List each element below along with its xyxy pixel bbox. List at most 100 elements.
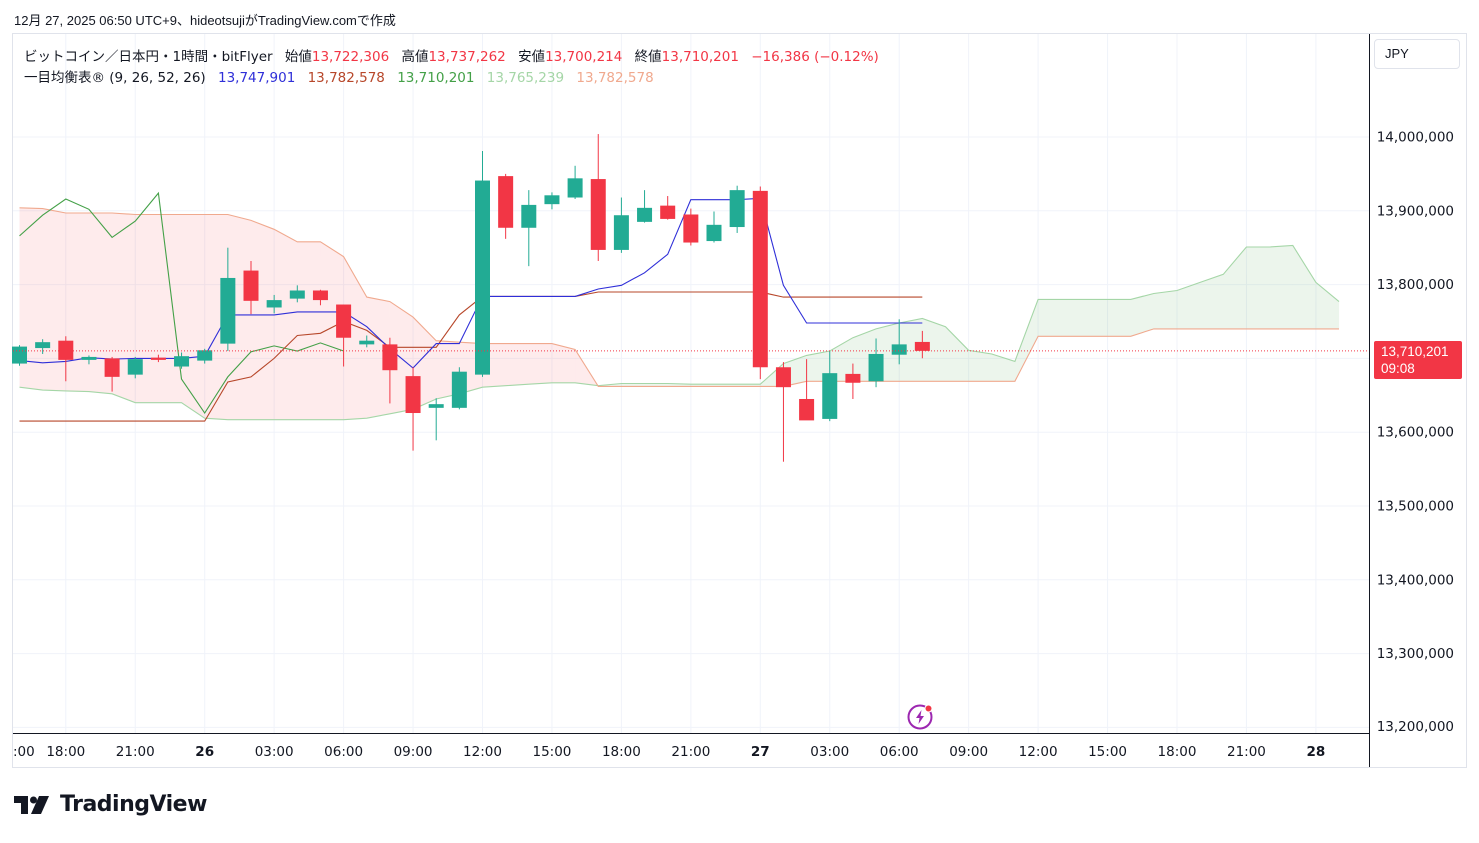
- cloud-segment: [227, 214, 251, 420]
- candle-body: [58, 340, 74, 360]
- chart-frame[interactable]: [12, 33, 1467, 768]
- cloud-segment: [505, 343, 529, 386]
- x-axis-labels: :00 18:00 21:00 26 03:00 06:00 09:00 12:00 15:00…: [13, 744, 1325, 760]
- candle-body: [868, 353, 884, 382]
- candle: [752, 186, 768, 380]
- tradingview-logo-icon: [14, 795, 49, 814]
- cloud-segment: [945, 326, 969, 382]
- x-tick-label: 03:00: [810, 744, 849, 760]
- last-price-tag: 13,710,201 09:08: [1374, 341, 1462, 379]
- legend-senkou-b-value: 13,782,578: [576, 70, 654, 86]
- cloud-segment: [1315, 282, 1340, 329]
- candle-body: [613, 215, 629, 250]
- candle-body: [289, 290, 305, 299]
- tradingview-logo[interactable]: TradingView: [14, 792, 207, 817]
- cloud-segment: [112, 213, 136, 403]
- candle: [12, 345, 27, 366]
- legend-open-value: 13,722,306: [311, 49, 390, 65]
- candle-body: [706, 224, 722, 242]
- y-tick-label: 13,900,000: [1377, 203, 1454, 219]
- cloud-segment: [899, 318, 923, 382]
- candle-body: [312, 290, 328, 301]
- candle-body: [174, 356, 190, 367]
- legend-high-value: 13,737,262: [428, 49, 506, 65]
- candle: [197, 348, 213, 364]
- cloud-segment: [1246, 246, 1270, 329]
- y-tick-label: 13,500,000: [1377, 499, 1454, 515]
- x-tick-label: 06:00: [880, 744, 919, 760]
- bar-countdown: 09:08: [1381, 361, 1415, 376]
- candle: [104, 356, 120, 392]
- candle-body: [104, 358, 120, 377]
- candle-body: [822, 373, 838, 419]
- candle: [868, 338, 884, 388]
- candle: [613, 197, 629, 253]
- x-tick-label: 18:00: [1158, 744, 1197, 760]
- cloud-segment: [1292, 245, 1316, 329]
- x-tick-label: 21:00: [116, 744, 155, 760]
- legend-kijun-value: 13,782,578: [307, 70, 385, 86]
- chikou-span-line: [19, 191, 344, 414]
- kijun-sen-line: [19, 291, 923, 422]
- candle-body: [266, 300, 282, 308]
- cloud-segment: [135, 214, 159, 403]
- candle-body: [775, 367, 791, 388]
- cloud-segment: [1130, 293, 1154, 337]
- candle-body: [891, 344, 907, 355]
- cloud-segment: [644, 383, 668, 387]
- candle-body: [521, 204, 537, 228]
- legend-senkou-a-value: 13,765,239: [486, 70, 565, 86]
- x-tick-label: 18:00: [46, 744, 85, 760]
- candle: [312, 289, 328, 306]
- candle: [58, 336, 74, 382]
- legend-symbol-title: ビットコイン／日本円・1時間・bitFlyer: [24, 49, 273, 65]
- legend-close-value: 13,710,201: [661, 49, 739, 65]
- candle-body: [660, 205, 676, 219]
- candle: [683, 208, 699, 246]
- senkou-span-b-line: [19, 207, 1339, 387]
- y-axis-labels: 14,000,00013,900,00013,800,00013,700,000…: [1377, 130, 1454, 736]
- candle-body: [243, 270, 259, 301]
- candle-body: [451, 371, 467, 408]
- candle-body: [544, 195, 560, 205]
- candle: [359, 335, 375, 348]
- candle-body: [220, 277, 236, 344]
- candle-body: [35, 342, 51, 349]
- candle: [822, 351, 838, 422]
- cloud-segment: [1107, 299, 1131, 337]
- candle-body: [498, 176, 514, 228]
- x-tick-label: 28: [1307, 744, 1326, 760]
- x-tick-label: 03:00: [255, 744, 294, 760]
- candle: [891, 319, 907, 365]
- candle-body: [336, 304, 352, 338]
- legend-low-label: 安値: [518, 49, 546, 65]
- candle: [729, 185, 745, 233]
- candle: [845, 363, 861, 399]
- tradingview-logo-text: TradingView: [60, 792, 207, 817]
- cloud-segment: [1223, 246, 1247, 329]
- candle: [521, 190, 537, 267]
- x-tick-label: 21:00: [671, 744, 710, 760]
- y-tick-label: 13,300,000: [1377, 646, 1454, 662]
- cloud-segment: [65, 213, 89, 392]
- legend-close-label: 終値: [634, 49, 662, 65]
- cloud-segment: [1084, 299, 1108, 337]
- candle: [775, 362, 791, 462]
- candle-body: [637, 207, 653, 222]
- candle: [428, 398, 444, 441]
- legend-ichimoku[interactable]: 一目均衡表® (9, 26, 52, 26) 13,747,901 13,782…: [24, 66, 654, 86]
- candle: [799, 359, 815, 421]
- legend-open-label: 始値: [284, 49, 312, 65]
- candle-body: [197, 350, 213, 361]
- candle-body: [150, 357, 166, 360]
- x-tick-label: 15:00: [532, 744, 571, 760]
- cloud-segment: [320, 241, 344, 420]
- ichimoku-cloud: [19, 207, 1340, 420]
- x-tick-label: 09:00: [949, 744, 988, 760]
- cloud-segment: [1200, 274, 1224, 329]
- flash-icon[interactable]: [906, 703, 934, 731]
- candle-body: [752, 190, 768, 368]
- currency-button[interactable]: JPY: [1374, 39, 1460, 69]
- cloud-segment: [968, 350, 992, 382]
